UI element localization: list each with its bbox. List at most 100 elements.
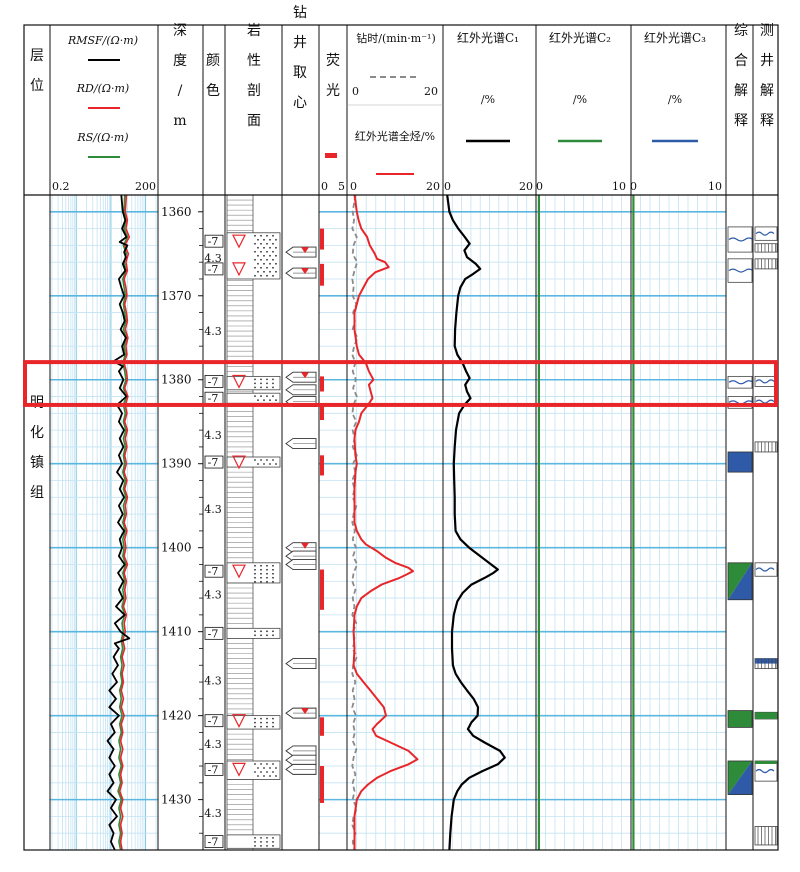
sand-dot: [275, 238, 277, 241]
header-c3-unit: /%: [668, 93, 682, 106]
sand-dot: [254, 258, 256, 261]
sand-dot: [260, 274, 262, 277]
core-oil-mark: [301, 708, 309, 715]
sand-dot: [266, 250, 268, 253]
sand-bed: [226, 760, 281, 780]
header-c1-max: 20: [519, 180, 533, 193]
header-rmsf: RMSF/(Ω·m): [67, 34, 138, 47]
core-oil-mark: [301, 542, 309, 549]
sand-dot: [266, 274, 268, 277]
fluorescence-bar: [320, 766, 324, 803]
sand-dot: [275, 463, 277, 465]
sand-dot: [254, 721, 256, 724]
sand-dot: [266, 242, 268, 245]
header-depth: 深度/m: [173, 23, 187, 129]
log-interp-green: [755, 712, 777, 719]
log-interp-box: [754, 243, 778, 253]
header-fl-min: 0: [321, 180, 328, 193]
colour-code: -7: [208, 763, 219, 776]
sand-bed: [226, 562, 281, 584]
sand-dot: [272, 234, 274, 237]
sand-dot: [254, 564, 256, 567]
sand-dot: [263, 254, 265, 257]
sand-bed: [226, 834, 281, 849]
log-interp-box: [754, 562, 778, 577]
colour-code: 4.3: [204, 738, 222, 751]
sand-dot: [266, 395, 268, 398]
sand-dot: [275, 254, 277, 257]
interp-green: [727, 710, 753, 728]
colour-box: [204, 262, 224, 276]
sand-dot: [266, 234, 268, 237]
sand-dot: [266, 568, 268, 571]
sand-dot: [254, 763, 256, 765]
sand-dot: [263, 767, 265, 769]
colour-box: [204, 455, 224, 469]
sand-dot: [260, 266, 262, 269]
log-interp-wave: [755, 567, 775, 572]
sand-dot: [260, 634, 262, 637]
sand-dot: [260, 721, 262, 724]
header-res-min: 0.2: [52, 180, 70, 193]
log-interp-box: [754, 258, 778, 270]
sand-dot: [272, 378, 274, 381]
sand-bed: [226, 392, 281, 404]
depth-label: 1370: [161, 289, 192, 303]
header-c2-max: 10: [612, 180, 626, 193]
header-layer: 层位: [30, 48, 44, 94]
log-interp-wave: [755, 231, 775, 236]
sand-dot: [266, 836, 268, 839]
colour-box: [204, 234, 224, 248]
header-fl-max: 5: [338, 180, 345, 193]
sand-dot: [266, 576, 268, 579]
colour-code: -7: [208, 836, 219, 849]
fluorescence-bar: [320, 403, 324, 421]
interp-water-box: [727, 258, 753, 283]
depth-label: 1390: [161, 457, 192, 471]
sand-dot: [260, 382, 262, 385]
sand-dot: [272, 382, 274, 385]
sand-dot: [254, 836, 256, 839]
colour-code: 4.3: [204, 674, 222, 687]
header-log-interp: 测井解释: [760, 23, 774, 129]
colour-code: -7: [208, 565, 219, 578]
sand-dot: [263, 246, 265, 249]
log-tracks: 13601370138013901400141014201430-74.3-74…: [50, 59, 778, 851]
sand-dot: [254, 242, 256, 245]
header-rop-min: 0: [352, 85, 359, 98]
sand-dot: [266, 564, 268, 567]
colour-box: [204, 626, 224, 640]
colour-code: 4.3: [204, 429, 222, 442]
sand-dot: [272, 386, 274, 389]
track-frame: [23, 24, 779, 851]
colour-box: [204, 564, 224, 578]
sand-dot: [272, 840, 274, 843]
sand-bed: [226, 456, 281, 468]
interp-water-box: [727, 375, 753, 389]
sand-dot: [272, 763, 274, 765]
sand-dot: [263, 270, 265, 273]
sand-dot: [272, 395, 274, 398]
sand-dot: [269, 246, 271, 249]
colour-code: 4.3: [204, 325, 222, 338]
oil-triangle: [232, 714, 246, 729]
fluorescence-bar: [320, 376, 324, 392]
sand-dot: [272, 580, 274, 583]
formation-name: 明化镇组: [30, 395, 44, 501]
header: 层位 RMSF/(Ω·m) RD/(Ω·m) RS/(Ω·m) 0.2 200 …: [30, 5, 774, 193]
sand-dot: [266, 634, 268, 637]
colour-box: [204, 762, 224, 776]
sand-dot: [263, 463, 265, 465]
sand-dot: [254, 382, 256, 385]
rd-curve: [118, 194, 131, 851]
header-ir-total-min: 0: [350, 180, 357, 193]
sand-dot: [254, 266, 256, 269]
sand-dot: [260, 840, 262, 843]
fluorescence-bar: [320, 228, 324, 250]
colour-box: [204, 375, 224, 388]
oil-triangle: [232, 762, 246, 777]
sand-dot: [260, 568, 262, 571]
sand-dot: [266, 378, 268, 381]
sand-dot: [275, 399, 277, 402]
header-c2-min: 0: [536, 180, 543, 193]
